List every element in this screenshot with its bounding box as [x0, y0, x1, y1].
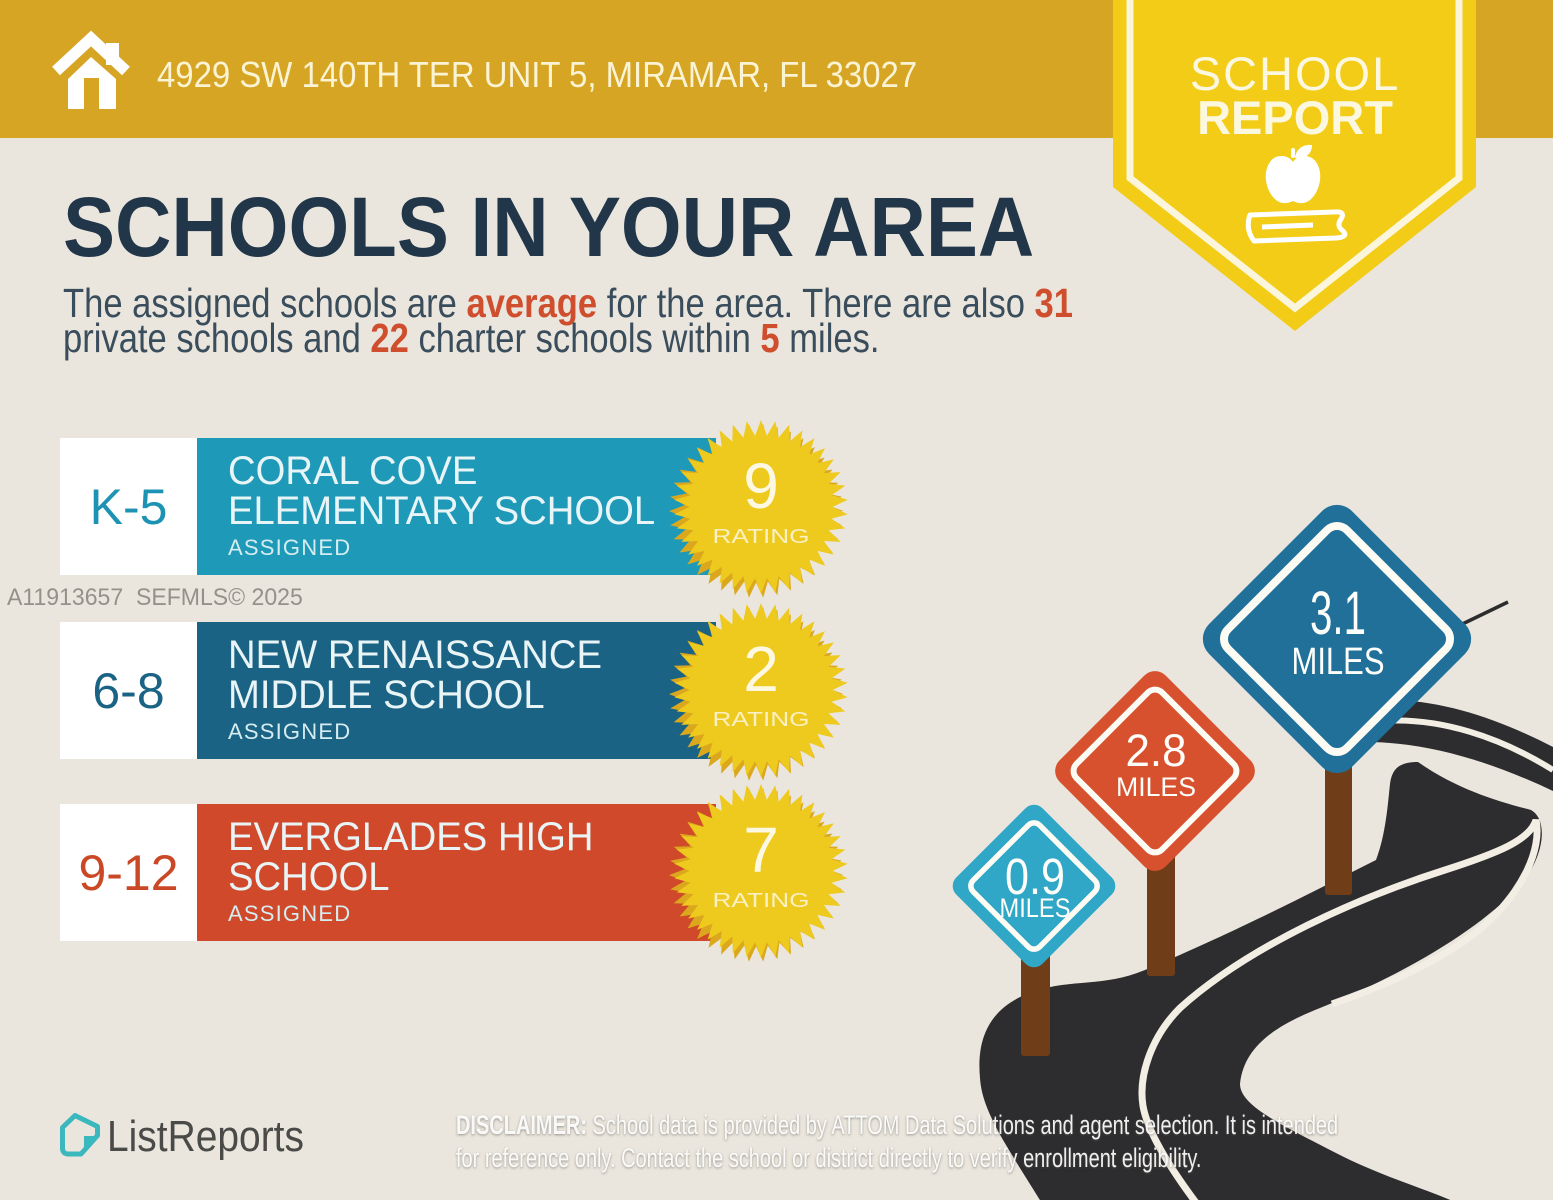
svg-text:RATING: RATING	[713, 709, 810, 731]
svg-text:2.8: 2.8	[1126, 725, 1187, 776]
svg-text:2: 2	[743, 633, 779, 705]
svg-text:RATING: RATING	[713, 890, 810, 912]
svg-text:SCHOOL: SCHOOL	[1190, 47, 1401, 100]
svg-text:MILES: MILES	[1292, 641, 1385, 683]
svg-text:0.9: 0.9	[1005, 848, 1065, 905]
svg-text:RATING: RATING	[713, 526, 810, 548]
svg-text:REPORT: REPORT	[1197, 91, 1393, 144]
svg-text:MILES: MILES	[1000, 893, 1071, 923]
svg-text:7: 7	[743, 814, 779, 886]
svg-text:9: 9	[743, 450, 779, 522]
svg-text:MILES: MILES	[1116, 772, 1196, 802]
svg-text:3.1: 3.1	[1310, 579, 1366, 647]
